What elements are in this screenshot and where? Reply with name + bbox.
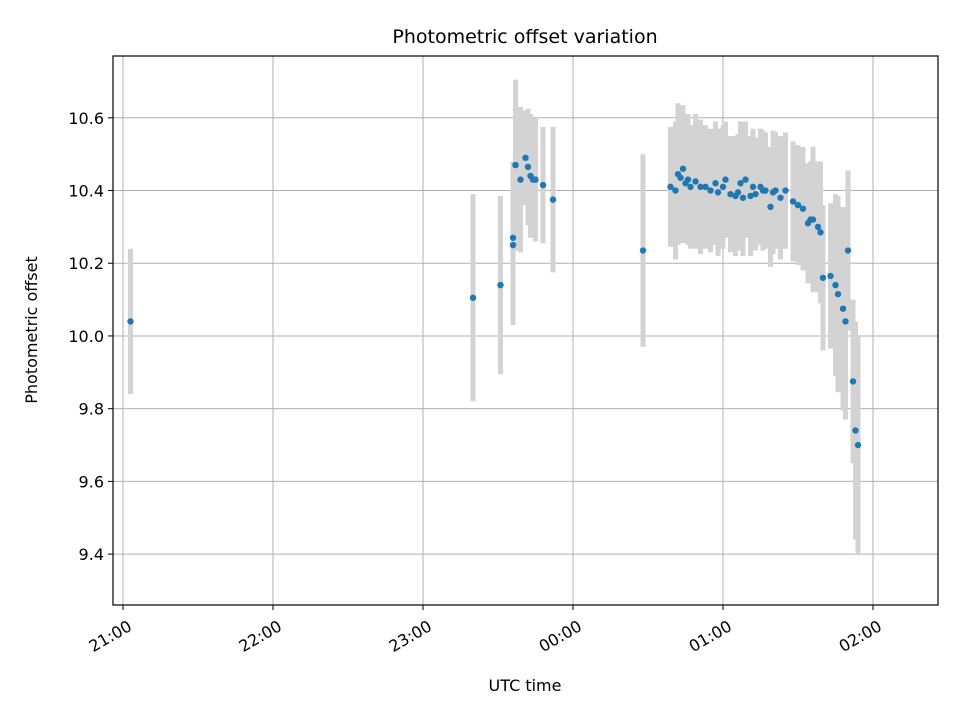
- data-point: [639, 247, 647, 254]
- data-point: [799, 205, 807, 212]
- data-point: [469, 294, 477, 301]
- data-point: [747, 192, 754, 200]
- y-axis-title: Photometric offset: [22, 256, 41, 404]
- data-point: [517, 176, 524, 183]
- data-point: [767, 203, 774, 211]
- data-point: [512, 161, 519, 169]
- data-point: [707, 187, 714, 194]
- data-point: [127, 318, 134, 325]
- data-point: [539, 181, 547, 189]
- data-point: [667, 183, 674, 191]
- data-point: [679, 165, 687, 172]
- data-point: [762, 187, 769, 194]
- data-point: [789, 198, 797, 205]
- data-point: [684, 176, 692, 183]
- data-point: [677, 174, 684, 181]
- data-point: [549, 196, 557, 203]
- y-axis: 9.4 9.6 9.8 10.0 10.2 10.4 10.6: [68, 109, 113, 564]
- y-tick-label: 9.8: [79, 400, 104, 419]
- y-tick-label: 9.6: [79, 472, 104, 491]
- data-point: [844, 247, 852, 254]
- data-point: [722, 176, 729, 183]
- y-tick-label: 9.4: [79, 545, 104, 564]
- data-point: [827, 272, 834, 280]
- data-point: [497, 281, 504, 289]
- y-tick-label: 10.2: [68, 254, 104, 273]
- data-points: [127, 154, 862, 449]
- plot-area-frame: [112, 55, 939, 606]
- data-point: [719, 183, 727, 191]
- data-point: [524, 163, 532, 171]
- data-point: [687, 183, 694, 191]
- chart-title: Photometric offset variation: [392, 26, 657, 48]
- data-point: [852, 427, 859, 434]
- data-point: [522, 154, 529, 162]
- data-point: [509, 234, 517, 241]
- data-point: [734, 189, 742, 196]
- data-point: [772, 187, 779, 194]
- data-point: [692, 178, 699, 185]
- data-point: [712, 180, 719, 187]
- data-point: [749, 183, 757, 191]
- data-point: [777, 194, 784, 201]
- data-point: [509, 241, 517, 249]
- data-point: [809, 216, 817, 223]
- y-tick-label: 10.0: [68, 327, 104, 346]
- data-point: [672, 187, 679, 194]
- data-point: [839, 305, 847, 312]
- data-point: [714, 189, 722, 196]
- data-point: [814, 223, 822, 231]
- data-point: [742, 176, 749, 183]
- data-point: [737, 180, 744, 187]
- data-point: [817, 229, 824, 236]
- data-point: [854, 441, 862, 449]
- y-tick-label: 10.4: [68, 182, 104, 201]
- data-point: [819, 274, 827, 281]
- y-tick-label: 10.6: [68, 109, 104, 128]
- data-point: [532, 176, 539, 183]
- data-point: [794, 201, 802, 209]
- data-point: [752, 190, 759, 198]
- data-point: [727, 190, 734, 198]
- x-axis-title: UTC time: [489, 676, 562, 695]
- data-point: [849, 378, 857, 385]
- data-point: [702, 183, 709, 191]
- data-point: [834, 290, 842, 298]
- data-point: [782, 187, 789, 194]
- data-point: [697, 183, 704, 191]
- data-point: [842, 318, 849, 325]
- data-point: [832, 281, 839, 289]
- data-point: [739, 194, 747, 201]
